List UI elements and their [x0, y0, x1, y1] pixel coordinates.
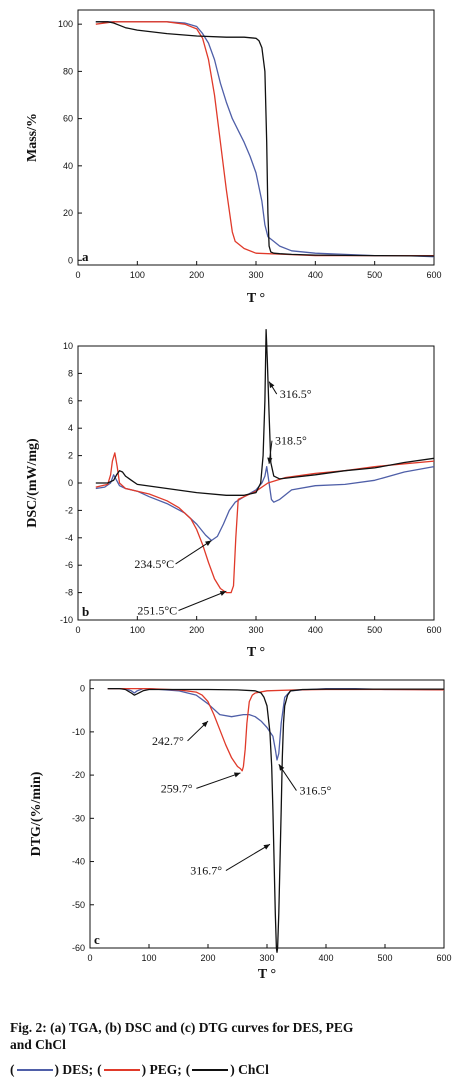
x-tick-label: 100: [130, 625, 145, 635]
annotation-label: 234.5°C: [134, 557, 174, 571]
panel-letter: b: [82, 604, 89, 619]
y-tick-label: -8: [65, 588, 73, 598]
x-tick-label: 0: [75, 625, 80, 635]
annotation-arrow: [225, 843, 271, 871]
dsc-chart: 0 100 200 300 400 500 600 -10 -8 -6 -4 -2 0 2 4 6 8 10 T °…: [25, 328, 442, 660]
annotation-arrowhead: [219, 591, 227, 596]
annotation-label: 259.7°: [161, 781, 193, 795]
annotation-arrowhead: [233, 772, 241, 778]
panel-letter: c: [94, 932, 100, 947]
y-tick-label: -2: [65, 505, 73, 515]
panel-letter: a: [82, 249, 89, 264]
x-axis-label: T °: [247, 291, 265, 306]
y-tick-label: 6: [68, 396, 73, 406]
plot-frame: [77, 9, 435, 266]
annotation-label: 316.7°: [190, 864, 222, 878]
plot-frame: [77, 345, 435, 621]
series-line-chcl: [95, 328, 435, 496]
legend-item-des: ( ) DES;: [10, 1062, 94, 1077]
x-tick-label: 400: [308, 270, 323, 280]
caption-line-1: Fig. 2: (a) TGA, (b) DSC and (c) DTG cur…: [10, 1020, 354, 1035]
y-tick-label: -40: [72, 857, 85, 867]
y-axis-label: Mass/%: [25, 113, 40, 162]
x-tick-label: 400: [308, 625, 323, 635]
y-tick-label: 8: [68, 368, 73, 378]
x-tick-label: 600: [436, 953, 451, 963]
y-tick-label: -6: [65, 560, 73, 570]
annotation-arrowhead: [205, 540, 212, 546]
x-axis-label: T °: [258, 967, 276, 982]
legend-item-chcl: ( ) ChCl: [185, 1062, 269, 1077]
x-tick-label: 600: [426, 270, 441, 280]
legend: ( ) DES; ( ) PEG; ( ) ChCl: [10, 1062, 273, 1078]
y-tick-label: 0: [80, 684, 85, 694]
annotation-arrowhead: [278, 764, 285, 771]
x-tick-label: 200: [200, 953, 215, 963]
y-tick-label: 4: [68, 423, 73, 433]
annotation-arrowhead: [201, 721, 208, 728]
x-tick-label: 300: [248, 625, 263, 635]
series-line-chcl: [107, 687, 444, 953]
y-tick-label: 2: [68, 451, 73, 461]
y-tick-label: -10: [72, 727, 85, 737]
legend-swatch-peg: [103, 1069, 140, 1071]
y-tick-label: -4: [65, 533, 73, 543]
y-tick-label: 40: [63, 161, 73, 171]
x-tick-label: 500: [367, 270, 382, 280]
series-line-des: [107, 687, 445, 761]
annotation-label: 251.5°C: [137, 604, 177, 618]
tga-chart: 0 100 200 300 400 500 600 0 20 40 60 80 100 T ° Mass/%…: [25, 9, 442, 306]
x-tick-label: 200: [189, 625, 204, 635]
y-tick-label: 0: [68, 478, 73, 488]
y-tick-label: -10: [60, 615, 73, 625]
x-tick-label: 300: [248, 270, 263, 280]
x-tick-label: 200: [189, 270, 204, 280]
y-tick-label: -20: [72, 770, 85, 780]
y-axis-label: DSC/(mW/mg): [25, 438, 40, 528]
x-tick-label: 400: [318, 953, 333, 963]
y-tick-label: -50: [72, 900, 85, 910]
series-line-chcl: [95, 21, 435, 257]
y-tick-label: 100: [58, 19, 73, 29]
series-line-des: [95, 21, 435, 258]
y-tick-label: 0: [68, 255, 73, 265]
annotation-arrow: [196, 772, 241, 789]
plot-frame: [89, 679, 445, 949]
legend-item-peg: ( ) PEG;: [97, 1062, 182, 1077]
figure-caption: Fig. 2: (a) TGA, (b) DSC and (c) DTG cur…: [10, 1019, 472, 1053]
x-tick-label: 600: [426, 625, 441, 635]
x-tick-label: 300: [259, 953, 274, 963]
series-line-des: [95, 465, 435, 542]
annotation-arrowhead: [269, 381, 275, 389]
annotation-label: 316.5°: [299, 784, 331, 798]
annotation-label: 318.5°: [275, 434, 307, 448]
annotation-label: 316.5°: [280, 387, 312, 401]
x-tick-label: 100: [141, 953, 156, 963]
annotation-arrow: [175, 540, 212, 565]
annotation-arrowhead: [267, 457, 273, 464]
y-tick-label: -60: [72, 943, 85, 953]
x-tick-label: 100: [130, 270, 145, 280]
y-axis-label: DTG/(%/min): [29, 771, 44, 856]
legend-swatch-des: [16, 1069, 53, 1071]
legend-swatch-chcl: [192, 1069, 229, 1071]
x-tick-label: 500: [377, 953, 392, 963]
y-tick-label: -30: [72, 813, 85, 823]
caption-line-2: and ChCl: [10, 1037, 66, 1052]
y-tick-label: 80: [63, 66, 73, 76]
x-tick-label: 500: [367, 625, 382, 635]
y-tick-label: 20: [63, 208, 73, 218]
x-axis-label: T °: [247, 645, 265, 660]
annotation-arrow: [178, 590, 227, 611]
annotation-label: 242.7°: [152, 734, 184, 748]
x-tick-label: 0: [87, 953, 92, 963]
y-tick-label: 60: [63, 114, 73, 124]
x-tick-label: 0: [75, 270, 80, 280]
y-tick-label: 10: [63, 341, 73, 351]
dtg-chart: 0 100 200 300 400 500 600 -60 -50 -40 -30 -20 -10 0 T …: [29, 679, 452, 982]
series-line-peg: [107, 687, 445, 772]
annotation-arrowhead: [263, 844, 270, 850]
